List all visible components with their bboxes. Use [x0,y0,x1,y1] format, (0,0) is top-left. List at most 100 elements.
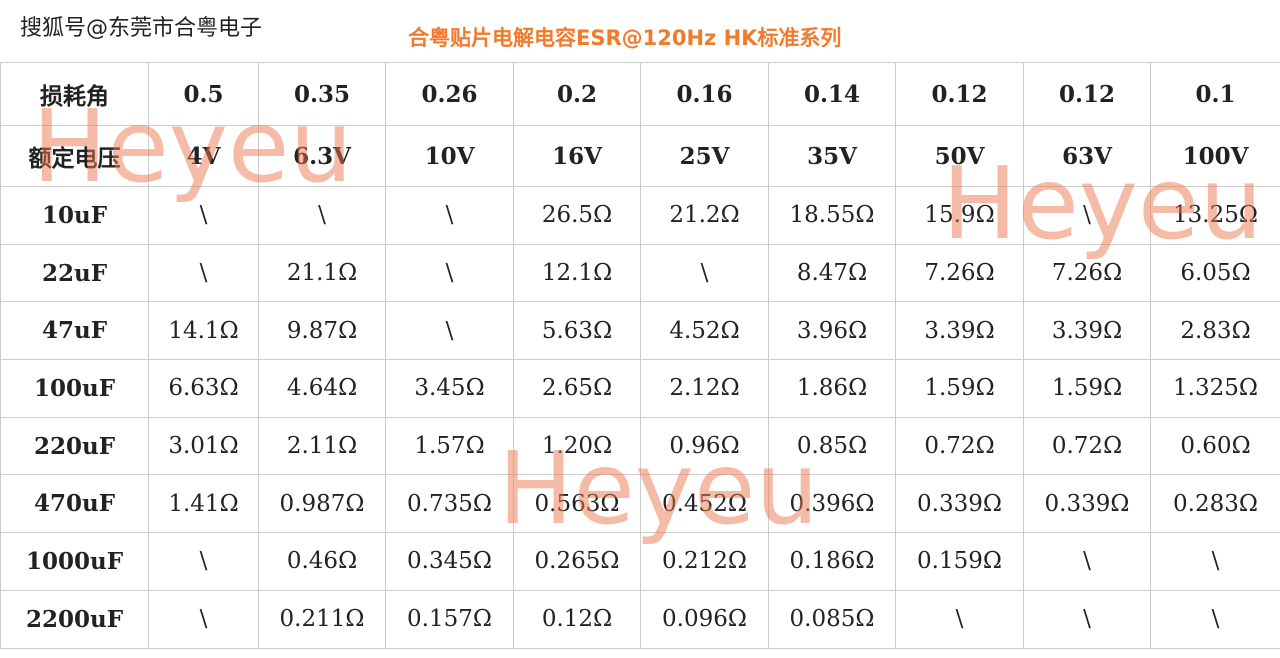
source-watermark: 搜狐号@东莞市合粤电子 [20,16,263,41]
table-cell: 63V [1023,125,1151,187]
table-row: 损耗角 0.5 0.35 0.26 0.2 0.16 0.14 0.12 0.12 0.1 [0,62,1280,126]
table-cell: 7.26Ω [895,243,1024,303]
table-cell: 1.59Ω [1023,359,1151,418]
table-cell: 26.5Ω [513,186,641,245]
row-header: 470uF [0,474,149,534]
table-cell: \ [148,532,259,591]
table-cell: 0.345Ω [385,532,514,591]
table-cell: 3.45Ω [385,359,514,418]
table-cell: 0.212Ω [640,532,769,591]
table-cell: \ [1150,532,1280,591]
table-cell: 0.35 [258,62,386,126]
table-cell: 15.9Ω [895,186,1024,245]
table-cell: 2.12Ω [640,359,769,418]
table-cell: 21.2Ω [640,186,769,245]
table-row: 100uF 6.63Ω 4.64Ω 3.45Ω 2.65Ω 2.12Ω 1.86Ω 1.59Ω… [0,359,1280,418]
table-cell: 1.86Ω [768,359,896,418]
table-cell: 4.52Ω [640,301,769,361]
table-cell: 0.452Ω [640,474,769,534]
table-cell: 1.59Ω [895,359,1024,418]
table-cell: 0.1 [1150,62,1280,126]
row-header: 220uF [0,416,149,476]
table-cell: \ [385,301,514,361]
table-row: 22uF \ 21.1Ω \ 12.1Ω \ 8.47Ω 7.26Ω 7.26Ω 6.05Ω [0,243,1280,303]
table-cell: 7.26Ω [1023,243,1151,303]
table-cell: 0.339Ω [895,474,1024,534]
table-cell: 3.39Ω [895,301,1024,361]
table-cell: 0.283Ω [1150,474,1280,534]
table-cell: 16V [513,125,641,187]
table-cell: 0.12Ω [513,589,641,649]
table-cell: \ [148,186,259,245]
table-cell: 0.72Ω [1023,416,1151,476]
table-row: 1000uF \ 0.46Ω 0.345Ω 0.265Ω 0.212Ω 0.186Ω 0.15… [0,532,1280,591]
table-cell: 0.5 [148,62,259,126]
table-cell: 1.325Ω [1150,359,1280,418]
table-cell: 12.1Ω [513,243,641,303]
table-cell: 1.20Ω [513,416,641,476]
table-cell: 21.1Ω [258,243,386,303]
table-cell: 4.64Ω [258,359,386,418]
table-cell: 6.05Ω [1150,243,1280,303]
table-cell: 35V [768,125,896,187]
table-cell: 5.63Ω [513,301,641,361]
row-header: 1000uF [0,532,149,591]
table-row: 220uF 3.01Ω 2.11Ω 1.57Ω 1.20Ω 0.96Ω 0.85Ω 0.72Ω… [0,416,1280,476]
table-cell: 0.96Ω [640,416,769,476]
table-cell: 0.26 [385,62,514,126]
table-cell: 0.14 [768,62,896,126]
table-cell: \ [385,243,514,303]
table-cell: 0.85Ω [768,416,896,476]
table-cell: \ [1150,589,1280,649]
table-cell: 0.987Ω [258,474,386,534]
row-header: 100uF [0,359,149,418]
table-cell: 14.1Ω [148,301,259,361]
table-cell: 50V [895,125,1024,187]
table-cell: 0.157Ω [385,589,514,649]
table-cell: 18.55Ω [768,186,896,245]
table-cell: 25V [640,125,769,187]
table-cell: 100V [1150,125,1280,187]
table-cell: 4V [148,125,259,187]
esr-table: 损耗角 0.5 0.35 0.26 0.2 0.16 0.14 0.12 0.12 0.1 额定电压… [0,62,1280,649]
table-cell: 0.72Ω [895,416,1024,476]
row-header: 47uF [0,301,149,361]
table-cell: 3.96Ω [768,301,896,361]
table-cell: 3.39Ω [1023,301,1151,361]
table-cell: 0.563Ω [513,474,641,534]
table-title: 合粤贴片电解电容ESR@120Hz HK标准系列 [408,26,842,50]
table-cell: 0.096Ω [640,589,769,649]
table-cell: \ [148,243,259,303]
table-cell: 0.186Ω [768,532,896,591]
table-row: 10uF \ \ \ 26.5Ω 21.2Ω 18.55Ω 15.9Ω \ 13.25Ω [0,186,1280,245]
table-cell: \ [258,186,386,245]
table-cell: 0.2 [513,62,641,126]
table-cell: 10V [385,125,514,187]
table-cell: \ [640,243,769,303]
table-cell: 0.12 [1023,62,1151,126]
table-cell: 6.63Ω [148,359,259,418]
table-cell: \ [1023,532,1151,591]
table-cell: 0.60Ω [1150,416,1280,476]
table-row: 额定电压 4V 6.3V 10V 16V 25V 35V 50V 63V 100V [0,125,1280,187]
table-cell: 0.339Ω [1023,474,1151,534]
table-row: 470uF 1.41Ω 0.987Ω 0.735Ω 0.563Ω 0.452Ω 0.396Ω… [0,474,1280,534]
row-header: 额定电压 [0,125,149,187]
table-cell: 0.085Ω [768,589,896,649]
table-row: 47uF 14.1Ω 9.87Ω \ 5.63Ω 4.52Ω 3.96Ω 3.39Ω 3.39Ω… [0,301,1280,361]
table-row: 2200uF \ 0.211Ω 0.157Ω 0.12Ω 0.096Ω 0.085Ω \ \ \ [0,589,1280,649]
table-cell: 2.83Ω [1150,301,1280,361]
row-header: 22uF [0,243,149,303]
table-cell: \ [1023,589,1151,649]
table-cell: 1.41Ω [148,474,259,534]
table-cell: 0.265Ω [513,532,641,591]
table-cell: 0.396Ω [768,474,896,534]
table-cell: 3.01Ω [148,416,259,476]
table-cell: 8.47Ω [768,243,896,303]
table-cell: 6.3V [258,125,386,187]
table-cell: 13.25Ω [1150,186,1280,245]
table-cell: 0.16 [640,62,769,126]
table-cell: 0.735Ω [385,474,514,534]
table-cell: \ [385,186,514,245]
